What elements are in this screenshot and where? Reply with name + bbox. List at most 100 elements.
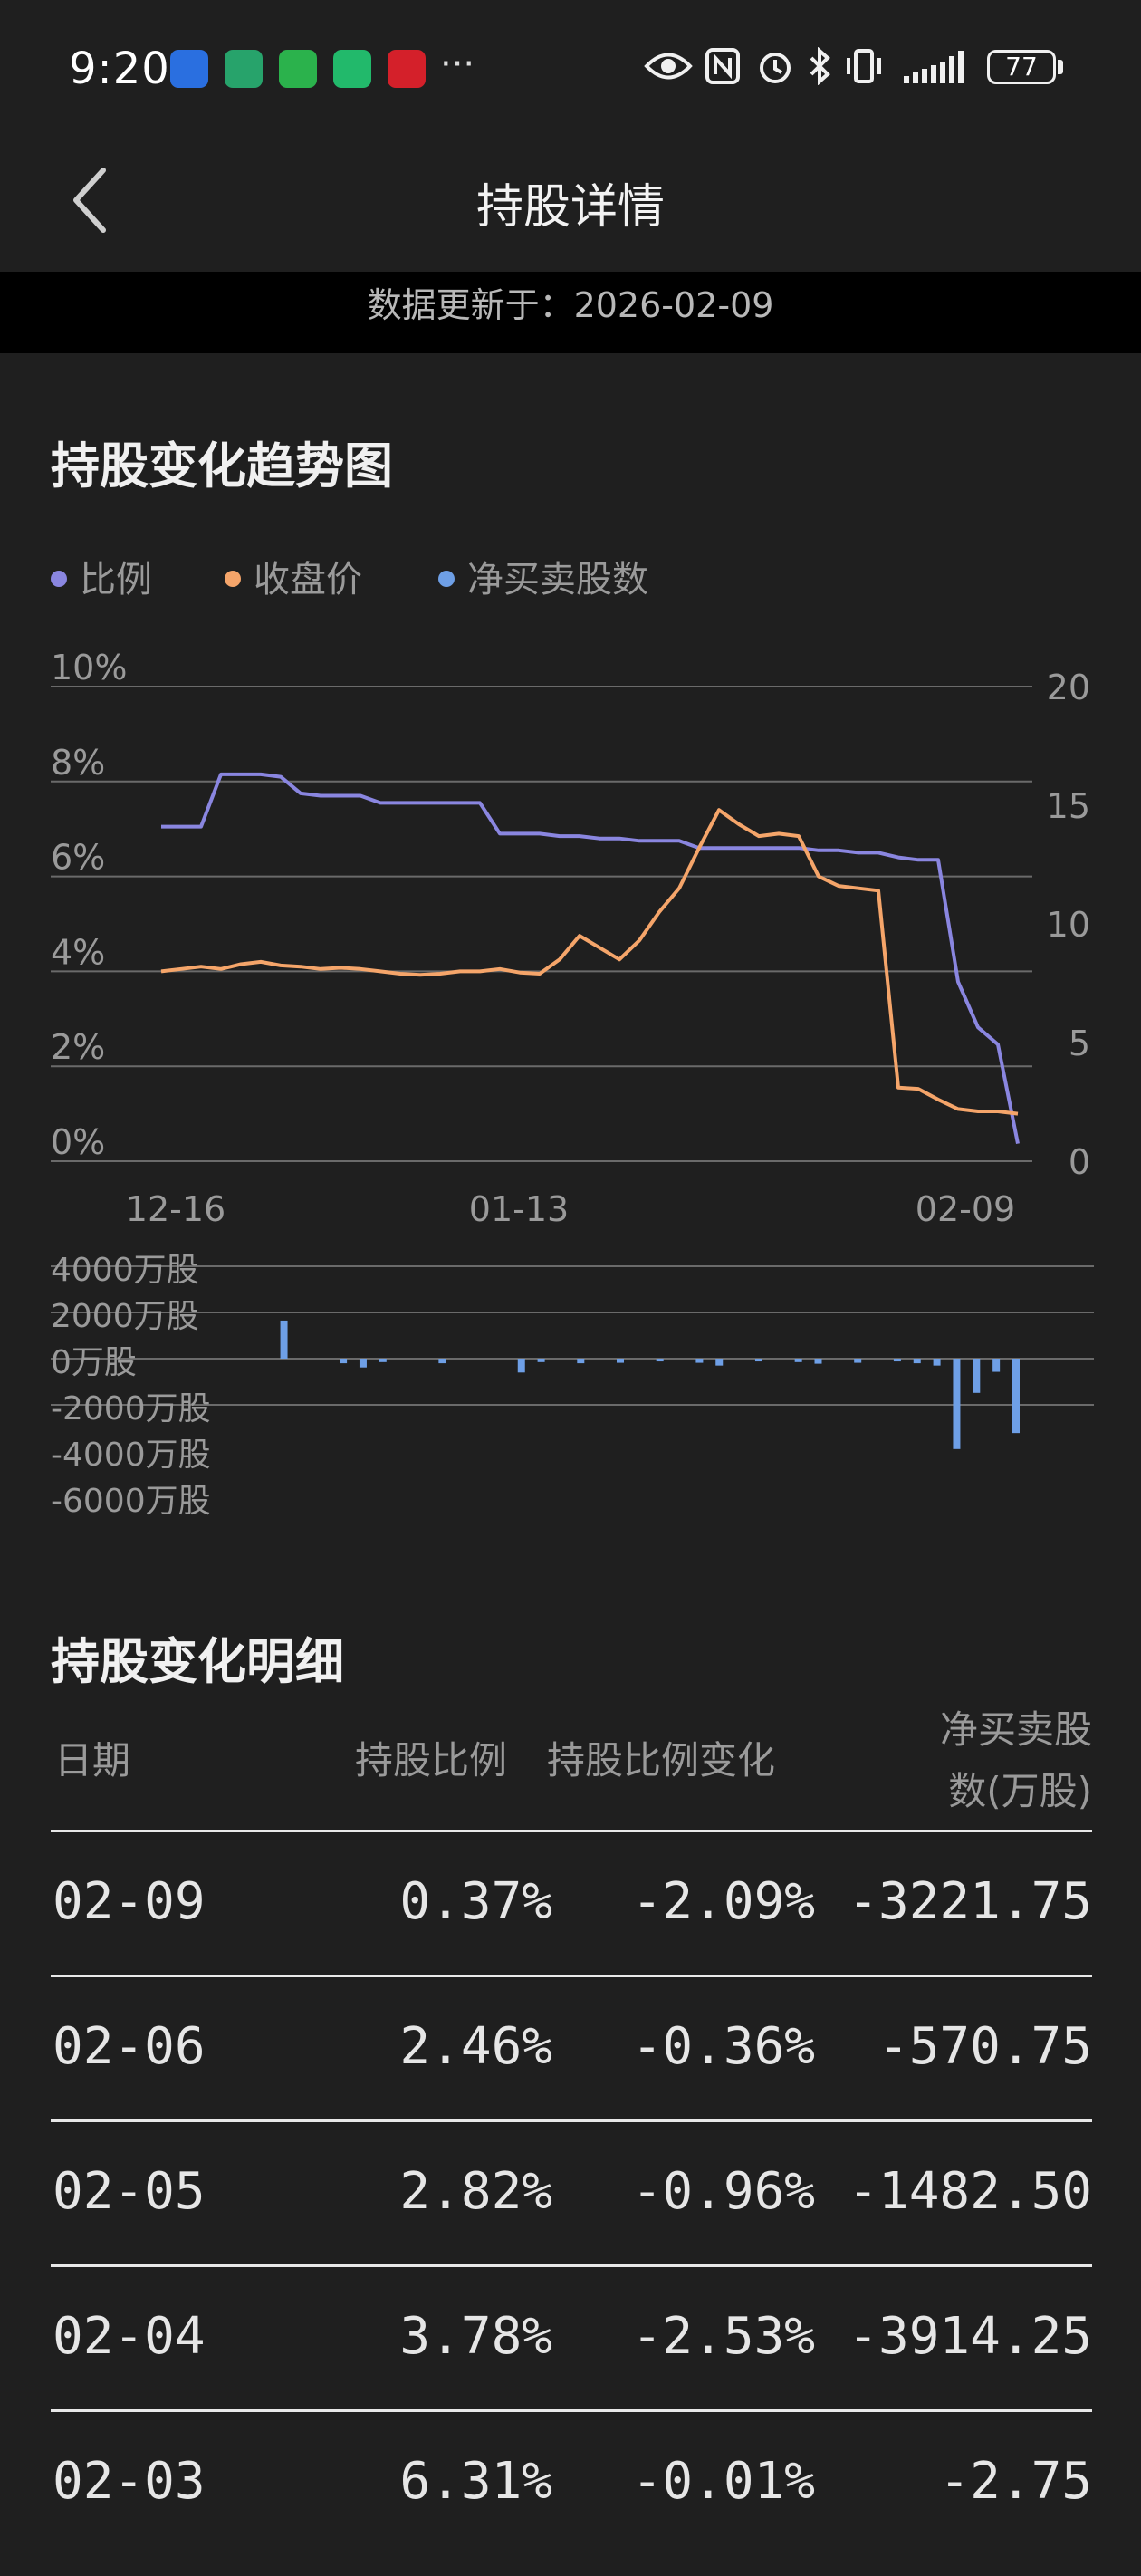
- y-left-tick-label: 10%: [51, 648, 127, 687]
- net-trade-bar: [854, 1359, 862, 1363]
- cell-date: 02-05: [53, 2162, 206, 2221]
- net-trade-bar: [359, 1359, 367, 1368]
- bar-y-tick-label: 4000万股: [51, 1252, 199, 1289]
- trend-section-title: 持股变化趋势图: [51, 437, 393, 495]
- cell-ratio: 6.31%: [399, 2452, 552, 2511]
- signal-icon: [904, 51, 964, 83]
- eye-icon: [644, 53, 693, 80]
- bar-y-tick-label: -2000万股: [51, 1390, 211, 1427]
- status-time: 9:20: [69, 43, 170, 94]
- series-line-close-price: [160, 808, 1019, 1116]
- net-trade-bar: [913, 1359, 921, 1364]
- bar-y-tick-label: -6000万股: [51, 1483, 211, 1520]
- net-trade-bar: [438, 1359, 446, 1364]
- y-right-tick-label: 0: [1069, 1142, 1090, 1182]
- net-trade-bar: [340, 1359, 348, 1364]
- bar-y-tick-label: 2000万股: [51, 1298, 199, 1335]
- header-ratio-change: 持股比例变化: [547, 1738, 776, 1783]
- legend-dot-close-price: [225, 571, 241, 587]
- net-trade-bar: [280, 1320, 288, 1359]
- vibrate-icon: [847, 49, 881, 83]
- legend-label-net-trade: 净买卖股数: [467, 559, 648, 601]
- header-ratio: 持股比例: [355, 1738, 508, 1783]
- net-trade-bar: [715, 1359, 724, 1366]
- cell-date: 02-06: [53, 2017, 206, 2076]
- legend-item-net-trade[interactable]: 净买卖股数: [438, 553, 648, 607]
- more-notifications-icon: ···: [440, 43, 475, 85]
- cell-date: 02-04: [53, 2307, 206, 2366]
- header-net-trade-line1: 净买卖股: [939, 1707, 1092, 1752]
- y-right-tick-label: 20: [1047, 668, 1090, 707]
- legend-label-close-price: 收盘价: [254, 559, 362, 601]
- status-bar: 9:20 ··· 77: [0, 0, 1141, 136]
- chevron-left-icon[interactable]: [63, 159, 118, 241]
- table-row[interactable]: 02-06 2.46% -0.36% -570.75: [51, 1975, 1092, 2122]
- securities-app-icon: [388, 50, 426, 88]
- net-trade-bar: [617, 1359, 624, 1363]
- net-trade-bar: [933, 1359, 941, 1366]
- bar-y-tick-label: 0万股: [51, 1344, 137, 1381]
- cell-ratio: 2.46%: [399, 2017, 552, 2076]
- y-left-tick-label: 4%: [51, 932, 105, 972]
- y-left-tick-label: 2%: [51, 1027, 105, 1067]
- net-trade-bar: [577, 1359, 585, 1364]
- y-right-tick-label: 10: [1047, 905, 1090, 945]
- net-trade-bar: [814, 1359, 822, 1364]
- y-left-tick-label: 0%: [51, 1122, 105, 1162]
- net-trade-bar: [754, 1359, 762, 1362]
- cell-date: 02-09: [53, 1872, 206, 1931]
- cell-ratio-change: -0.36%: [631, 2017, 815, 2076]
- net-trade-bar: [695, 1359, 704, 1363]
- page-title: 持股详情: [475, 180, 665, 235]
- wechat-icon: [279, 50, 317, 88]
- net-trade-bar: [379, 1359, 387, 1362]
- table-row[interactable]: 02-05 2.82% -0.96% -1482.50: [51, 2119, 1092, 2267]
- y-right-tick-label: 15: [1047, 786, 1090, 826]
- cell-net-trade: -3221.75: [848, 1872, 1092, 1931]
- header-net-trade-line2: 数(万股): [948, 1769, 1092, 1813]
- nfc-icon: [705, 48, 740, 84]
- table-row[interactable]: 02-04 3.78% -2.53% -3914.25: [51, 2264, 1092, 2412]
- cell-date: 02-03: [53, 2452, 206, 2511]
- net-trade-bar: [794, 1359, 802, 1362]
- series-line-ratio: [161, 772, 1020, 1144]
- cell-ratio-change: -0.96%: [631, 2162, 815, 2221]
- alarm-icon: [760, 53, 791, 83]
- net-trade-bar: [893, 1359, 901, 1362]
- cell-ratio-change: -2.53%: [631, 2307, 815, 2366]
- x-tick-label: 01-13: [469, 1189, 569, 1229]
- table-row[interactable]: 02-09 0.37% -2.09% -3221.75: [51, 1830, 1092, 1977]
- cell-ratio: 3.78%: [399, 2307, 552, 2366]
- cell-net-trade: -2.75: [939, 2452, 1092, 2511]
- net-trade-bar: [953, 1359, 961, 1449]
- cell-ratio: 2.82%: [399, 2162, 552, 2221]
- cell-net-trade: -3914.25: [848, 2307, 1092, 2366]
- legend-label-ratio: 比例: [80, 559, 152, 601]
- y-left-tick-label: 8%: [51, 743, 105, 783]
- net-trade-bar: [992, 1359, 1001, 1372]
- cell-net-trade: -570.75: [877, 2017, 1092, 2076]
- table-row[interactable]: 02-03 6.31% -0.01% -2.75: [51, 2409, 1092, 2557]
- legend-dot-ratio: [51, 571, 67, 587]
- detail-section-title: 持股变化明细: [51, 1633, 344, 1690]
- legend-item-close-price[interactable]: 收盘价: [225, 553, 362, 607]
- bar-y-tick-label: -4000万股: [51, 1437, 211, 1474]
- mi-app-icon: [333, 50, 371, 88]
- battery-indicator: 77: [987, 50, 1056, 84]
- app-notification-icon: [170, 50, 208, 88]
- net-trade-bar: [973, 1359, 981, 1393]
- net-trade-bar: [537, 1359, 545, 1362]
- battery-tip: [1058, 60, 1063, 74]
- bluetooth-icon: [810, 47, 830, 85]
- holding-trend-chart[interactable]: 10% 8% 6% 4% 2% 0% 20 15 10 5 0 12-16 01-13 02-09 4000…: [0, 634, 1141, 1540]
- net-trade-bar: [656, 1359, 664, 1362]
- cell-ratio-change: -2.09%: [631, 1872, 815, 1931]
- cell-ratio-change: -0.01%: [631, 2452, 815, 2511]
- cell-ratio: 0.37%: [399, 1872, 552, 1931]
- x-tick-label: 02-09: [916, 1189, 1015, 1229]
- net-trade-bar: [1012, 1359, 1020, 1434]
- legend-item-ratio[interactable]: 比例: [51, 553, 152, 607]
- legend-dot-net-trade: [438, 571, 455, 587]
- y-right-tick-label: 5: [1069, 1024, 1090, 1063]
- home-app-icon: [225, 50, 263, 88]
